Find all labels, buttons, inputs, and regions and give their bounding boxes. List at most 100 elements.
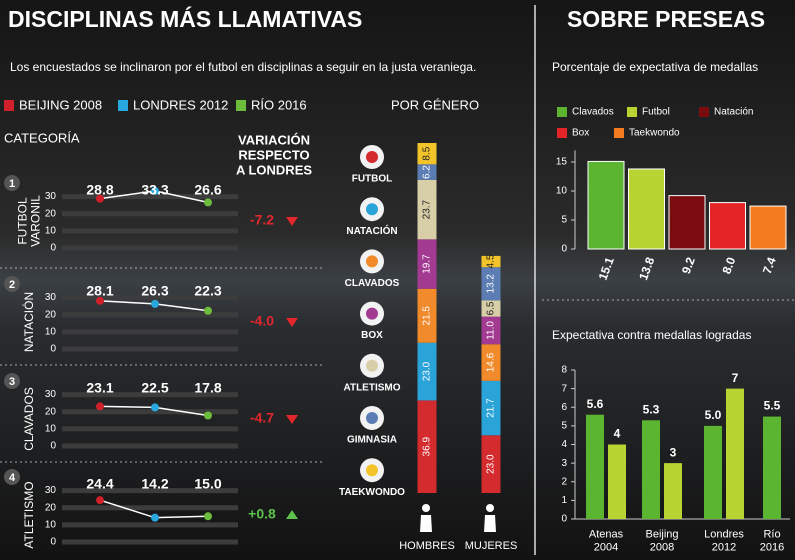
x-tick-label: Beijing 2008	[645, 528, 678, 553]
value-label: 5.3	[643, 402, 660, 416]
sport-label: FUTBOL	[352, 174, 393, 185]
variation-header: VARIACIÓN	[238, 132, 310, 147]
y-tick-label: 10	[556, 186, 568, 197]
variation-arrow	[286, 510, 298, 519]
value-label: 11.0	[486, 321, 497, 340]
point	[151, 513, 159, 522]
sport-icon	[366, 151, 378, 163]
value-label: 4.5	[486, 254, 497, 268]
legend-swatch	[557, 107, 567, 117]
point	[204, 198, 212, 207]
point	[96, 496, 104, 505]
value-label: 3	[670, 445, 677, 459]
bar	[726, 388, 744, 519]
bar-segment	[417, 164, 437, 180]
sport-label: GIMNASIA	[347, 435, 397, 446]
value-label: 8.5	[422, 146, 433, 160]
y-tick-label: 0	[561, 244, 567, 255]
x-tick-label: MUJERES	[465, 540, 518, 552]
content: BEIJING 2008 LONDRES 2012 RÍO 2016 VARIACIÓ…	[4, 60, 790, 553]
y-tick-label: 10	[45, 519, 57, 530]
sport-icon	[366, 203, 378, 216]
subtitle: Los encuestados se inclinaron por el fut…	[10, 60, 476, 74]
row-label: ATLETISMO	[22, 481, 36, 548]
x-tick-label: Londres 2012	[704, 528, 744, 553]
y-tick-label: 4	[561, 439, 567, 450]
row-number: 4	[9, 472, 16, 484]
point	[96, 296, 104, 305]
bar-segment	[481, 316, 501, 345]
value-label: 8.0	[719, 255, 738, 276]
variation: -7.2	[250, 212, 274, 228]
person-body	[484, 515, 496, 532]
bar	[587, 160, 625, 250]
bar	[763, 416, 781, 519]
value-label: 23.7	[422, 199, 433, 219]
y-tick-label: 20	[45, 406, 57, 417]
row-badge	[4, 276, 20, 292]
value-label: 21.5	[422, 306, 433, 326]
legend-swatch	[557, 128, 567, 138]
point	[151, 299, 159, 308]
row-number: 2	[9, 279, 15, 291]
point	[204, 512, 212, 521]
bar-segment	[481, 255, 501, 268]
row-label: NATACIÓN	[21, 292, 36, 352]
legend-swatch	[4, 100, 14, 111]
variation: -4.0	[250, 313, 274, 329]
sport-label: NATACIÓN	[346, 224, 397, 237]
value-label: 36.9	[422, 437, 433, 457]
legend-label: Taekwondo	[629, 128, 680, 139]
value-label: 28.1	[86, 283, 113, 299]
bar	[749, 205, 787, 250]
value-label: 13.2	[486, 274, 497, 294]
x-tick-label: Río 2016	[760, 528, 784, 553]
row-label: CLAVADOS	[22, 387, 36, 451]
legend-swatch	[627, 107, 637, 117]
value-label: 23.0	[422, 361, 433, 381]
variation-arrow	[286, 217, 298, 226]
legend-label: Clavados	[572, 107, 614, 118]
bar-segment	[417, 239, 437, 289]
sport-label: TAEKWONDO	[339, 487, 405, 498]
legend-label: RÍO 2016	[251, 97, 307, 112]
bar	[668, 195, 706, 250]
legend-label: Box	[572, 128, 589, 139]
variation: -4.7	[250, 410, 274, 426]
sport-label: BOX	[361, 330, 383, 341]
value-label: 24.4	[86, 476, 113, 492]
value-label: 7.4	[760, 255, 779, 276]
bar-segment	[417, 179, 437, 240]
y-tick-label: 15	[556, 157, 568, 168]
point	[204, 411, 212, 420]
sport-icon	[366, 464, 378, 477]
y-tick-label: 2	[561, 476, 567, 487]
y-tick-label: 20	[45, 502, 57, 513]
value-label: 22.3	[194, 283, 221, 299]
y-tick-label: 0	[50, 344, 56, 355]
sport-icon	[366, 359, 378, 372]
value-label: 14.2	[141, 476, 168, 492]
legend-label: BEIJING 2008	[19, 97, 102, 112]
bar-segment	[481, 300, 501, 317]
row-badge	[4, 469, 20, 485]
value-label: 26.6	[194, 182, 221, 198]
value-label: 6.2	[422, 165, 433, 179]
y-tick-label: 30	[45, 485, 57, 496]
value-label: 5.0	[705, 408, 722, 422]
value-label: 14.6	[486, 352, 497, 372]
chart-title: Expectativa contra medallas logradas	[552, 328, 751, 342]
point	[204, 306, 212, 315]
value-label: 21.7	[486, 398, 497, 418]
point	[151, 186, 159, 195]
row-chart: 2 NATACIÓN 0 10 20 30 28.1 26.3 22.3 -4.0	[4, 276, 298, 355]
bar	[664, 463, 682, 519]
bar-segment	[417, 400, 437, 493]
y-tick-label: 7	[561, 383, 567, 394]
sport-icon	[366, 412, 378, 424]
row-chart: 3 CLAVADOS 0 10 20 30 23.1 22.5 17.8 -4.7	[4, 373, 298, 452]
y-tick-label: 0	[50, 441, 56, 452]
row-badge	[4, 373, 20, 389]
x-tick-label: HOMBRES	[399, 540, 455, 552]
person-head	[422, 504, 430, 512]
